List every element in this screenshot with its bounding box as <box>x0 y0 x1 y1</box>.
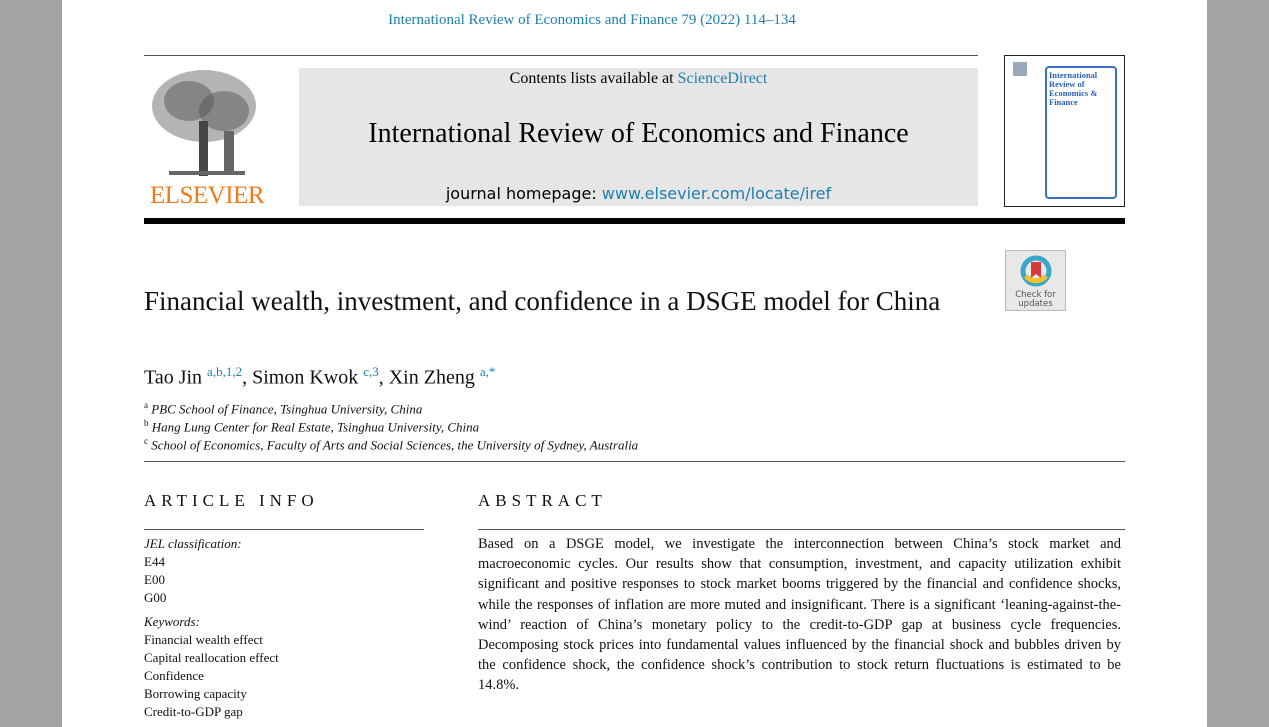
divider <box>478 529 1125 530</box>
check-updates-icon <box>1020 255 1051 287</box>
cover-logo-icon <box>1013 62 1027 76</box>
sciencedirect-link[interactable]: ScienceDirect <box>677 70 768 87</box>
divider <box>144 529 424 530</box>
journal-banner: Contents lists available at ScienceDirec… <box>299 68 978 206</box>
divider <box>144 55 978 56</box>
affiliation: a PBC School of Finance, Tsinghua Univer… <box>144 400 422 417</box>
affiliation-mark: c <box>144 436 148 446</box>
author-list: Tao Jin a,b,1,2, Simon Kwok c,3, Xin Zhe… <box>144 364 496 389</box>
running-header[interactable]: International Review of Economics and Fi… <box>388 12 796 28</box>
homepage-link[interactable]: www.elsevier.com/locate/iref <box>601 184 832 203</box>
author-name: Xin Zheng <box>388 366 475 389</box>
keyword: Confidence <box>144 668 204 683</box>
jel-code: E00 <box>144 572 165 587</box>
keyword: Borrowing capacity <box>144 686 247 701</box>
check-updates-label: Check for updates <box>1015 290 1056 309</box>
author-name: Simon Kwok <box>252 366 359 389</box>
affiliation-text: Hang Lung Center for Real Estate, Tsingh… <box>151 419 480 435</box>
elsevier-wordmark: ELSEVIER <box>149 182 265 209</box>
homepage-label: journal homepage: <box>445 184 602 203</box>
jel-code: G00 <box>144 590 167 605</box>
article-title: Financial wealth, investment, and confid… <box>144 286 941 316</box>
thick-divider <box>144 218 1125 224</box>
divider <box>144 461 1125 462</box>
keyword: Capital reallocation effect <box>144 650 279 665</box>
affiliation-mark: a <box>144 400 148 410</box>
affiliation-mark: b <box>144 418 149 428</box>
affiliation: b Hang Lung Center for Real Estate, Tsin… <box>144 418 479 435</box>
elsevier-tree-logo <box>152 70 256 176</box>
journal-name: International Review of Economics and Fi… <box>368 118 909 149</box>
contents-text: Contents lists available at <box>509 70 678 87</box>
keyword: Financial wealth effect <box>144 632 263 647</box>
article-info-heading: ARTICLE INFO <box>144 491 319 510</box>
pdf-page: International Review of Economics and Fi… <box>62 0 1207 727</box>
journal-cover[interactable]: International Review of Economics & Fina… <box>1004 55 1125 207</box>
abstract-text: Based on a DSGE model, we investigate th… <box>478 536 1121 694</box>
affiliation-text: School of Economics, Faculty of Arts and… <box>151 437 639 453</box>
jel-code: E44 <box>144 554 165 569</box>
check-for-updates-button[interactable]: Check for updates <box>1005 250 1066 311</box>
abstract-heading: ABSTRACT <box>478 491 607 510</box>
author-affiliation-link[interactable]: a,b,1,2 <box>207 364 243 379</box>
cover-title: International Review of Economics & Fina… <box>1045 66 1117 199</box>
author-name: Tao Jin <box>144 366 203 389</box>
author-affiliation-link[interactable]: c,3 <box>363 364 379 379</box>
author-affiliation-link[interactable]: a,* <box>479 364 496 379</box>
affiliation: c School of Economics, Faculty of Arts a… <box>144 436 638 453</box>
affiliation-text: PBC School of Finance, Tsinghua Universi… <box>151 401 423 417</box>
jel-label: JEL classification: <box>144 536 242 551</box>
article-info: JEL classification: E44 E00 G00 Keywords… <box>144 535 279 721</box>
keyword: Credit-to-GDP gap <box>144 704 243 719</box>
keywords-label: Keywords: <box>144 614 200 629</box>
